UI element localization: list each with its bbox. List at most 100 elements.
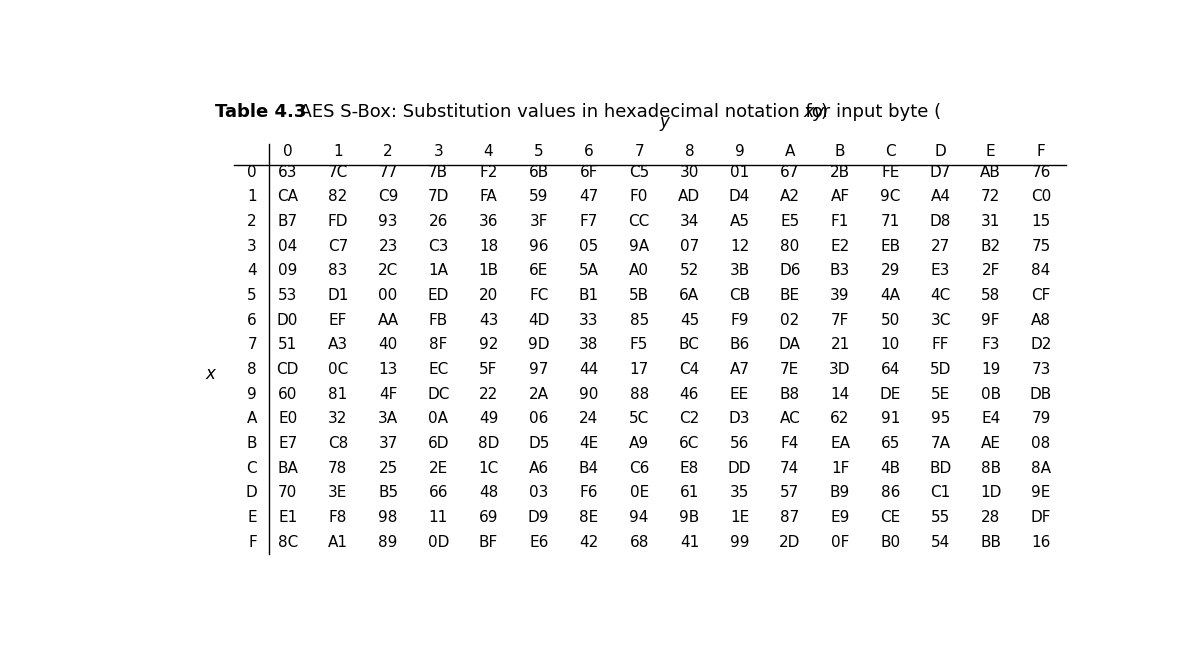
Text: 05: 05: [580, 239, 599, 253]
Text: A2: A2: [780, 189, 800, 204]
Text: 8A: 8A: [1031, 461, 1051, 476]
Text: 12: 12: [730, 239, 749, 253]
Text: 57: 57: [780, 486, 799, 500]
Text: 66: 66: [428, 486, 448, 500]
Text: 85: 85: [630, 313, 649, 327]
Text: F0: F0: [630, 189, 648, 204]
Text: 8D: 8D: [478, 436, 499, 451]
Text: 3D: 3D: [829, 362, 851, 377]
Text: 1: 1: [247, 189, 257, 204]
Text: 5C: 5C: [629, 412, 649, 426]
Text: F1: F1: [830, 214, 850, 229]
Text: FD: FD: [328, 214, 348, 229]
Text: 6: 6: [247, 313, 257, 327]
Text: 38: 38: [580, 338, 599, 352]
Text: C0: C0: [1031, 189, 1051, 204]
Text: 4: 4: [247, 263, 257, 278]
Text: 67: 67: [780, 165, 799, 180]
Text: C6: C6: [629, 461, 649, 476]
Text: F5: F5: [630, 338, 648, 352]
Text: C: C: [246, 461, 257, 476]
Text: 4C: 4C: [930, 288, 950, 303]
Text: 6A: 6A: [679, 288, 700, 303]
Text: 8E: 8E: [580, 510, 599, 525]
Text: 87: 87: [780, 510, 799, 525]
Text: FE: FE: [881, 165, 900, 180]
Text: 39: 39: [830, 288, 850, 303]
Text: 53: 53: [278, 288, 298, 303]
Text: 25: 25: [378, 461, 397, 476]
Text: 65: 65: [881, 436, 900, 451]
Text: B9: B9: [830, 486, 850, 500]
Text: E8: E8: [679, 461, 700, 476]
Text: 15: 15: [1031, 214, 1050, 229]
Text: 04: 04: [278, 239, 298, 253]
Text: C4: C4: [679, 362, 700, 377]
Text: 5E: 5E: [931, 387, 950, 402]
Text: 44: 44: [580, 362, 599, 377]
Text: EF: EF: [329, 313, 347, 327]
Text: 59: 59: [529, 189, 548, 204]
Text: ): ): [821, 103, 828, 121]
Text: E3: E3: [931, 263, 950, 278]
Text: E1: E1: [278, 510, 298, 525]
Text: 3: 3: [433, 144, 443, 159]
Text: 1A: 1A: [428, 263, 449, 278]
Text: 84: 84: [1031, 263, 1050, 278]
Text: C: C: [884, 144, 895, 159]
Text: 0B: 0B: [980, 387, 1001, 402]
Text: B1: B1: [578, 288, 599, 303]
Text: BC: BC: [679, 338, 700, 352]
Text: 4: 4: [484, 144, 493, 159]
Text: 9B: 9B: [679, 510, 700, 525]
Text: 0F: 0F: [830, 534, 850, 550]
Text: 4D: 4D: [528, 313, 550, 327]
Text: 28: 28: [982, 510, 1001, 525]
Text: 78: 78: [329, 461, 348, 476]
Text: 36: 36: [479, 214, 498, 229]
Text: 40: 40: [378, 338, 397, 352]
Text: 9: 9: [734, 144, 744, 159]
Text: 97: 97: [529, 362, 548, 377]
Text: FF: FF: [931, 338, 949, 352]
Text: CB: CB: [730, 288, 750, 303]
Text: 8F: 8F: [430, 338, 448, 352]
Text: B2: B2: [980, 239, 1001, 253]
Text: 07: 07: [679, 239, 700, 253]
Text: 1E: 1E: [730, 510, 749, 525]
Text: 17: 17: [630, 362, 649, 377]
Text: D5: D5: [528, 436, 550, 451]
Text: 35: 35: [730, 486, 749, 500]
Text: 0D: 0D: [427, 534, 449, 550]
Text: C1: C1: [930, 486, 950, 500]
Text: 8: 8: [684, 144, 695, 159]
Text: 22: 22: [479, 387, 498, 402]
Text: 20: 20: [479, 288, 498, 303]
Text: 77: 77: [378, 165, 397, 180]
Text: 4A: 4A: [881, 288, 900, 303]
Text: D7: D7: [930, 165, 952, 180]
Text: 06: 06: [529, 412, 548, 426]
Text: 18: 18: [479, 239, 498, 253]
Text: D: D: [245, 486, 257, 500]
Text: 3C: 3C: [930, 313, 950, 327]
Text: 5A: 5A: [578, 263, 599, 278]
Text: D2: D2: [1031, 338, 1051, 352]
Text: 4E: 4E: [580, 436, 599, 451]
Text: 9F: 9F: [982, 313, 1000, 327]
Text: 21: 21: [830, 338, 850, 352]
Text: 6B: 6B: [529, 165, 548, 180]
Text: 98: 98: [378, 510, 397, 525]
Text: CD: CD: [276, 362, 299, 377]
Text: A1: A1: [328, 534, 348, 550]
Text: 30: 30: [679, 165, 700, 180]
Text: D1: D1: [328, 288, 348, 303]
Text: C3: C3: [428, 239, 449, 253]
Text: A: A: [785, 144, 796, 159]
Text: E: E: [247, 510, 257, 525]
Text: 47: 47: [580, 189, 599, 204]
Text: 42: 42: [580, 534, 599, 550]
Text: F: F: [1037, 144, 1045, 159]
Text: 3B: 3B: [730, 263, 750, 278]
Text: ED: ED: [427, 288, 449, 303]
